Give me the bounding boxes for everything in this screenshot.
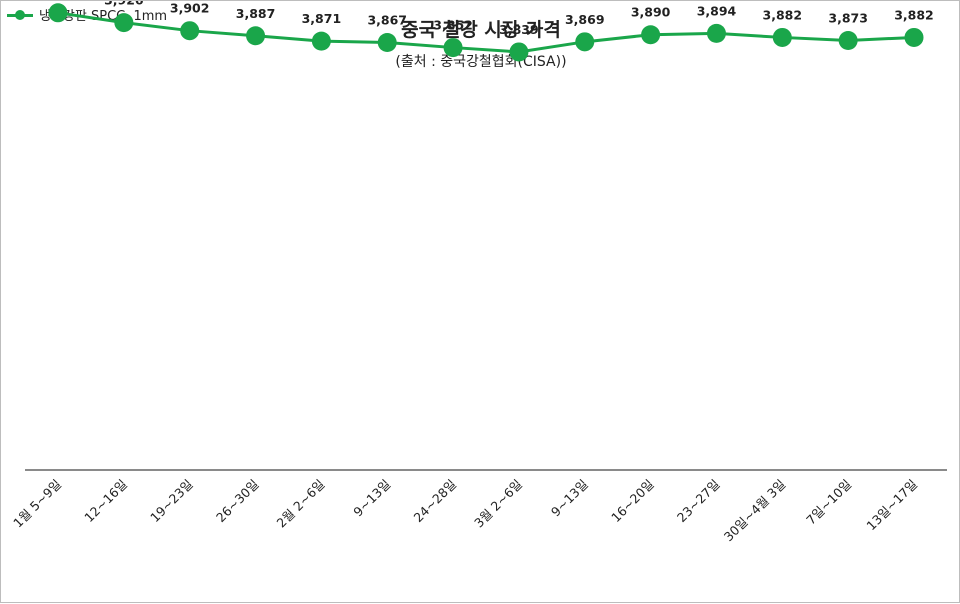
data-point — [575, 32, 595, 52]
data-point — [838, 30, 858, 50]
data-label: 3,902 — [170, 1, 210, 16]
data-label: 3,839 — [499, 22, 539, 37]
x-tick-label: 1월 5~9일 — [10, 477, 64, 531]
data-point — [48, 3, 68, 23]
data-point — [904, 27, 924, 47]
data-label: 3,887 — [236, 6, 276, 21]
legend: 냉연강판 SPCC, 1mm — [7, 5, 167, 24]
data-point — [180, 21, 200, 41]
data-point — [311, 31, 331, 51]
data-point — [772, 27, 792, 47]
x-tick-label: 12~16일 — [81, 477, 130, 526]
x-tick-label: 24~28일 — [411, 477, 460, 526]
data-label: 3,869 — [565, 12, 605, 27]
series-line — [57, 11, 915, 54]
x-tick-label: 23~27일 — [674, 477, 723, 526]
data-label: 3,882 — [894, 7, 934, 22]
data-label: 3,873 — [828, 10, 868, 25]
x-tick-label: 3월 2~6일 — [471, 477, 525, 531]
x-tick-label: 19~23일 — [147, 477, 196, 526]
data-label: 3,926 — [104, 1, 144, 8]
x-tick-label: 9~13일 — [548, 477, 591, 520]
x-tick-label: 7일~10일 — [803, 477, 854, 528]
data-point — [377, 33, 397, 53]
data-point — [641, 25, 661, 45]
data-point — [246, 26, 266, 46]
x-tick-label: 16~20일 — [608, 477, 657, 526]
data-label: 3,890 — [631, 5, 671, 20]
x-tick-label: 13일~17일 — [863, 477, 920, 534]
data-label: 3,871 — [302, 11, 342, 26]
data-label-layer: 3,9553,9263,9023,8873,8713,8673,8523,839… — [104, 1, 934, 37]
x-tick-layer: 1월 5~9일 12~16일 19~23일 26~30일 2월 2~6일 9~13일 24~… — [10, 477, 920, 545]
data-label: 3,852 — [433, 18, 473, 33]
x-tick-label: 2월 2~6일 — [274, 477, 328, 531]
x-tick-label: 30일~4월 3일 — [721, 477, 789, 545]
legend-swatch-icon — [7, 8, 33, 22]
series-layer — [48, 3, 924, 62]
data-point — [443, 38, 463, 58]
data-label: 3,894 — [697, 3, 737, 18]
data-label: 3,882 — [763, 7, 803, 22]
data-label: 3,867 — [367, 13, 407, 28]
x-tick-label: 9~13일 — [350, 477, 393, 520]
data-point — [706, 23, 726, 43]
chart-title: 중국 철강 시장 가격 — [401, 19, 561, 41]
data-point — [114, 13, 134, 33]
x-tick-label: 26~30일 — [213, 477, 262, 526]
legend-label: 냉연강판 SPCC, 1mm — [39, 9, 168, 24]
data-point — [509, 42, 529, 62]
